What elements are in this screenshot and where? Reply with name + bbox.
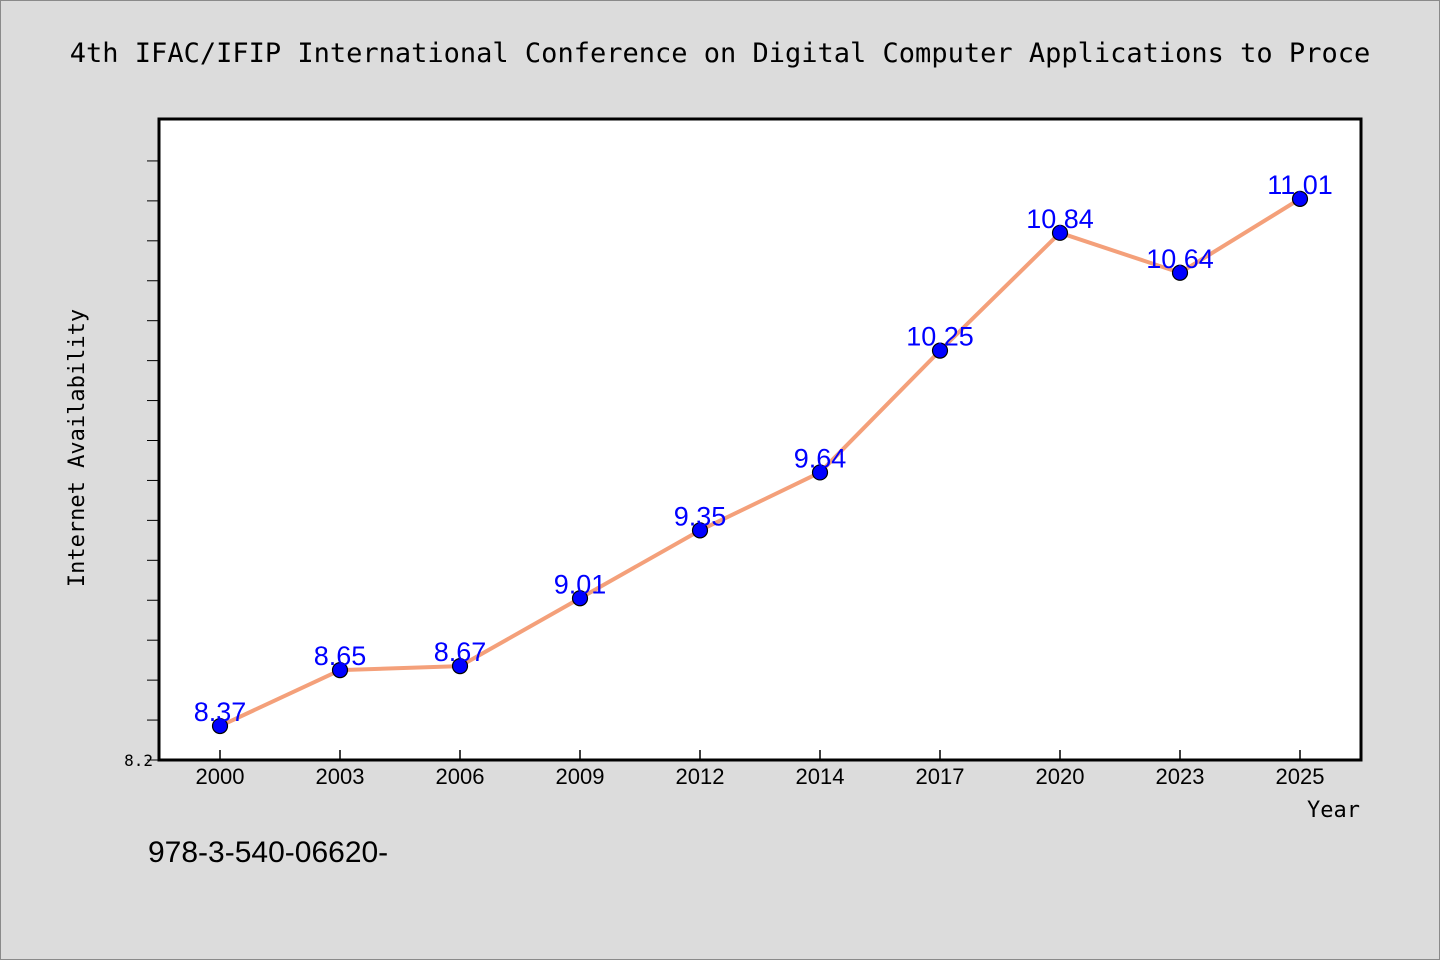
data-label: 9.35 <box>674 501 727 531</box>
x-tick-label: 2006 <box>436 764 485 789</box>
data-point <box>331 662 349 679</box>
data-point <box>451 658 469 675</box>
x-tick-label: 2000 <box>196 764 245 789</box>
data-label: 9.01 <box>554 569 607 599</box>
x-axis-label: Year <box>1307 798 1360 823</box>
data-label: 10.25 <box>906 322 974 352</box>
plot-area <box>157 117 1363 762</box>
data-label: 10.84 <box>1026 204 1094 234</box>
data-point <box>1291 190 1309 207</box>
data-label: 8.37 <box>194 697 247 727</box>
y-tick-label: 8.2 <box>124 751 153 770</box>
data-label: 8.65 <box>314 641 367 671</box>
x-tick-label: 2009 <box>556 764 605 789</box>
footer-isbn: 978-3-540-06620- <box>148 836 388 869</box>
y-axis-label: Internet Availability <box>65 309 90 587</box>
data-label: 9.64 <box>794 443 847 473</box>
chart-title: 4th IFAC/IFIP International Conference o… <box>70 38 1370 69</box>
x-tick-label: 2017 <box>916 764 965 789</box>
x-tick-label: 2020 <box>1036 764 1085 789</box>
x-tick-label: 2014 <box>796 764 845 789</box>
x-tick-labels: 2000 2003 2006 2009 2012 2014 2017 2020 2023 2025 <box>196 764 1325 789</box>
series-markers <box>211 190 1309 735</box>
data-point <box>571 590 589 607</box>
data-label: 10.64 <box>1146 244 1214 274</box>
x-axis-ticks <box>219 750 1301 760</box>
data-label: 8.67 <box>434 637 487 667</box>
data-labels: 8.37 8.65 8.67 9.01 9.35 9.64 10.25 10.84 10.64 1… <box>194 170 1333 727</box>
data-point <box>211 717 229 735</box>
x-tick-label: 2025 <box>1276 764 1325 789</box>
series-line <box>218 196 1302 729</box>
data-point <box>811 464 829 481</box>
x-tick-label: 2012 <box>676 764 725 789</box>
x-tick-label: 2023 <box>1156 764 1205 789</box>
data-point <box>931 342 949 359</box>
data-point <box>1171 264 1189 281</box>
x-tick-label: 2003 <box>316 764 365 789</box>
y-axis-ticks <box>147 160 159 761</box>
data-point <box>1051 224 1069 241</box>
data-point <box>691 522 709 539</box>
data-label: 11.01 <box>1267 170 1333 200</box>
